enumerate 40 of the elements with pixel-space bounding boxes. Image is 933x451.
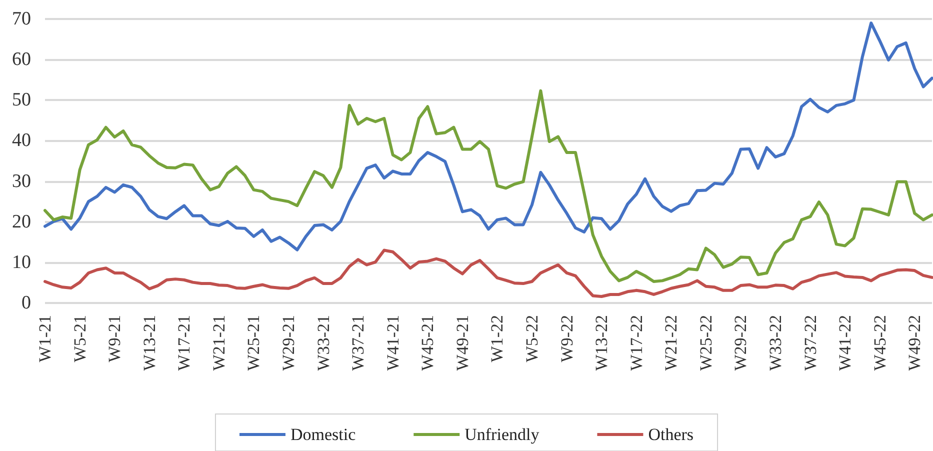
- x-tick-label: W37-21: [348, 315, 368, 371]
- x-tick-label: W49-22: [905, 315, 924, 371]
- x-tick-label: W25-22: [696, 315, 716, 371]
- x-tick-label: W29-22: [731, 315, 750, 371]
- x-tick-label: W13-22: [592, 315, 612, 371]
- x-tick-label: W45-21: [418, 315, 438, 371]
- x-tick-label: W41-21: [383, 315, 402, 371]
- y-tick-label: 10: [12, 252, 31, 273]
- y-tick-label: 70: [12, 8, 31, 30]
- x-tick-label: W21-22: [662, 315, 681, 371]
- line-series: [44, 248, 933, 298]
- legend-label: Others: [648, 425, 694, 444]
- x-tick-label: W9-22: [557, 315, 576, 362]
- x-tick-label: W5-21: [70, 315, 90, 362]
- x-tick-label: W21-21: [209, 315, 228, 371]
- x-tick-label: W9-21: [105, 315, 124, 362]
- legend-label: Domestic: [290, 425, 356, 444]
- x-tick-label: W17-22: [626, 315, 646, 371]
- x-tick-label: W25-21: [244, 315, 264, 371]
- x-tick-label: W5-22: [522, 315, 542, 362]
- x-tick-label: W45-22: [870, 315, 890, 371]
- y-tick-label: 50: [12, 90, 31, 111]
- x-tick-label: W33-21: [314, 315, 333, 371]
- x-tick-label: W29-21: [278, 315, 298, 371]
- x-tick-label: W33-22: [766, 315, 785, 371]
- y-tick-label: 20: [12, 211, 31, 232]
- line-series: [44, 22, 933, 252]
- y-tick-label: 60: [12, 49, 31, 70]
- x-tick-label: W1-21: [36, 315, 54, 362]
- y-tick-label: 30: [12, 170, 31, 192]
- x-tick-label: W17-21: [174, 315, 194, 371]
- x-tick-label: W1-22: [488, 315, 507, 362]
- y-tick-label: 0: [22, 292, 31, 314]
- line-series: [44, 89, 933, 283]
- y-tick-label: 40: [12, 130, 31, 152]
- x-tick-label: W41-22: [836, 315, 855, 371]
- x-tick-label: W13-21: [140, 315, 159, 371]
- x-tick-label: W37-22: [800, 315, 820, 371]
- x-tick-label: W49-21: [452, 315, 472, 371]
- legend-label: Unfriendly: [464, 425, 540, 444]
